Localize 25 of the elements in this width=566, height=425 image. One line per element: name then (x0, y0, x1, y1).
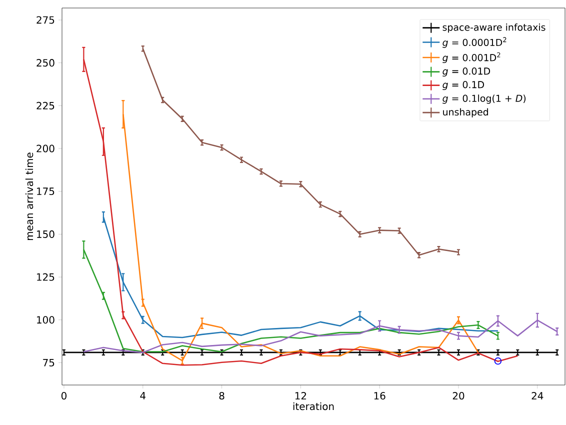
legend-label: g = 0.1D (442, 81, 484, 90)
y-tick-label: 275 (36, 16, 54, 24)
legend-label: unshaped (443, 108, 488, 118)
x-axis-title: iteration (293, 402, 334, 410)
y-tick-label: 125 (37, 273, 54, 281)
y-tick-label: 100 (37, 316, 54, 324)
y-tick-label: 150 (37, 230, 54, 238)
y-tick-label: 250 (36, 59, 54, 67)
x-tick-label: 4 (140, 392, 146, 400)
x-tick-label: 8 (219, 392, 224, 400)
y-tick-label: 175 (37, 188, 54, 196)
x-tick-label: 24 (532, 392, 544, 400)
legend-label: g = 0.01D (442, 68, 490, 77)
legend-label: g = 0.0001D$^{2}$ (442, 37, 506, 48)
legend-label: space-aware infotaxis (442, 23, 546, 33)
y-tick-label: 75 (43, 359, 54, 366)
x-tick-label: 16 (374, 392, 386, 400)
y-tick-label: 225 (36, 102, 54, 110)
legend-label: g = 0.001D$^{2}$ (442, 52, 500, 64)
y-tick-label: 200 (36, 144, 54, 152)
x-tick-label: 12 (295, 392, 306, 400)
x-tick-label: 20 (452, 392, 464, 400)
x-tick-label: 0 (61, 392, 66, 400)
legend-label: g = 0.1log(1 + D) (442, 94, 526, 104)
y-axis-title: mean arrival time (25, 152, 34, 240)
